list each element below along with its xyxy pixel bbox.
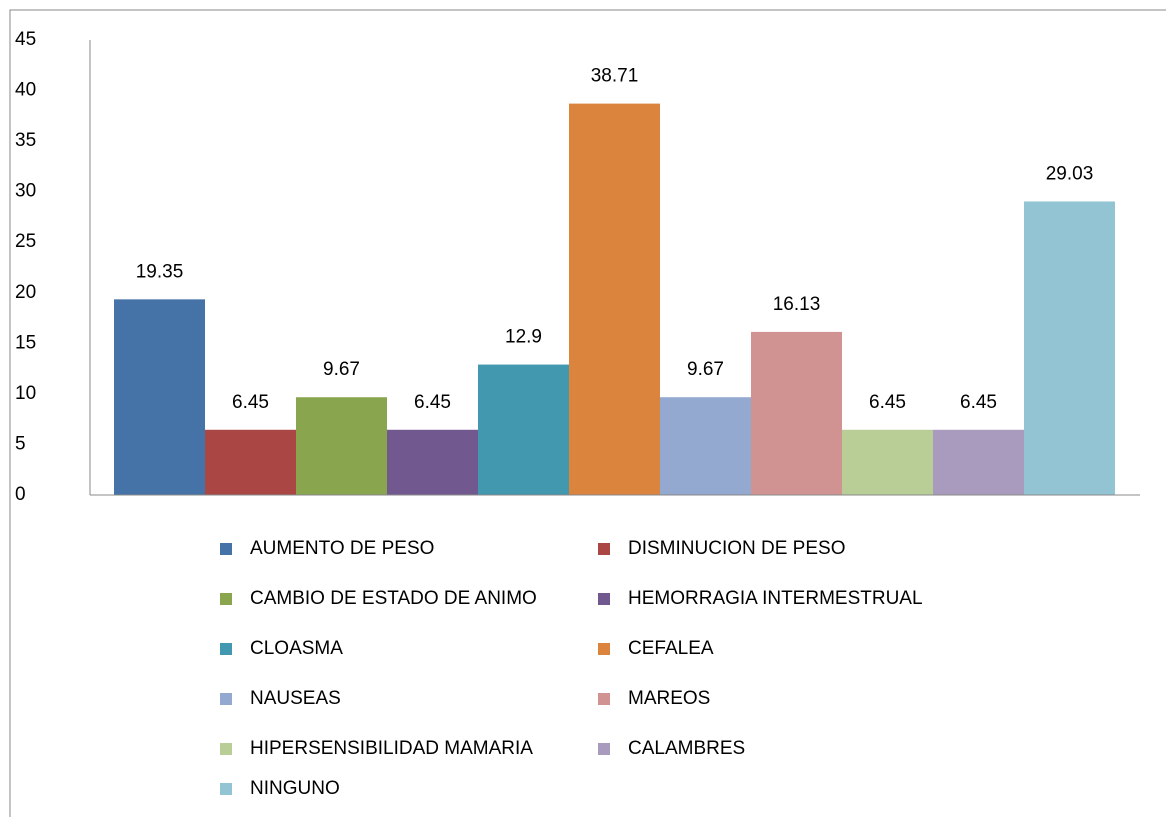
y-tick-label: 5 [15,433,26,454]
legend-swatch [220,783,232,795]
legend-label: CALAMBRES [628,738,745,759]
legend-swatch [598,693,610,705]
legend-swatch [598,743,610,755]
legend-swatch [220,693,232,705]
y-tick-label: 15 [15,332,36,353]
data-label: 6.45 [232,392,269,413]
data-label: 29.03 [1046,163,1094,184]
legend-label: NINGUNO [250,778,340,799]
data-label: 6.45 [869,392,906,413]
legend-label: MAREOS [628,688,710,709]
chart-frame [9,9,1166,817]
legend-label: NAUSEAS [250,688,341,709]
y-tick-label: 45 [15,29,36,50]
data-label: 9.67 [323,359,360,380]
legend-label: HIPERSENSIBILIDAD MAMARIA [250,738,533,759]
legend-swatch [598,643,610,655]
bar [569,103,660,496]
legend-swatch [220,543,232,555]
data-label: 6.45 [414,392,451,413]
y-tick-label: 35 [15,130,36,151]
bar [842,429,933,495]
bar [205,429,296,495]
y-tick-label: 10 [15,383,36,404]
y-tick-label: 25 [15,231,36,252]
data-label: 16.13 [773,294,821,315]
legend-swatch [598,543,610,555]
bar [114,299,205,495]
legend-label: CAMBIO DE ESTADO DE ANIMO [250,588,537,609]
bar [751,331,842,495]
data-label: 38.71 [591,66,639,87]
bar [387,429,478,495]
bar [1024,201,1115,496]
legend-label: AUMENTO DE PESO [250,538,434,559]
y-tick-label: 30 [15,181,36,202]
bar [296,397,387,495]
legend-swatch [220,743,232,755]
legend-swatch [598,593,610,605]
legend-label: CEFALEA [628,638,714,659]
data-label: 19.35 [136,261,184,282]
y-tick-label: 20 [15,282,36,303]
legend-swatch [220,643,232,655]
data-label: 6.45 [960,392,997,413]
bar [660,397,751,495]
legend-label: CLOASMA [250,638,343,659]
legend-swatch [220,593,232,605]
legend-label: HEMORRAGIA INTERMESTRUAL [628,588,923,609]
bar [933,429,1024,495]
data-label: 9.67 [687,359,724,380]
legend-label: DISMINUCION DE PESO [628,538,845,559]
data-label: 12.9 [505,327,542,348]
bar [478,364,569,495]
y-tick-label: 40 [15,80,36,101]
y-tick-label: 0 [15,484,26,505]
